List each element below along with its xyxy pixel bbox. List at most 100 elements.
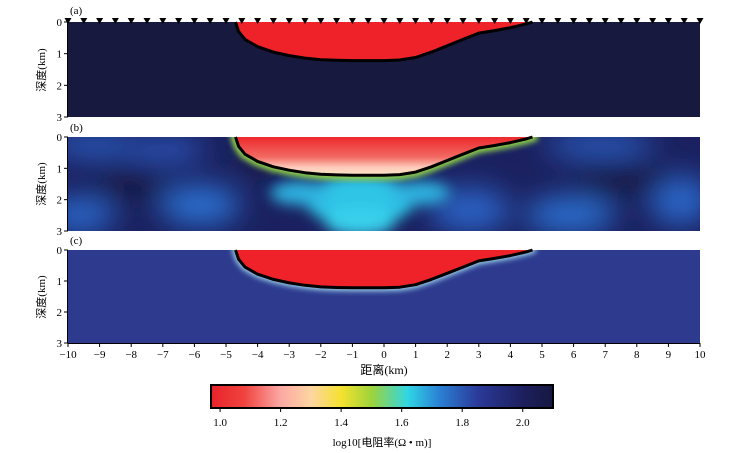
station-marker xyxy=(538,18,546,24)
station-marker xyxy=(380,18,388,24)
y-axes: 0 1 2 3 0 1 2 3 0 1 2 3 xyxy=(57,17,68,350)
x-tick-label: 2 xyxy=(444,349,450,361)
y-axis-label-c: 深度(km) xyxy=(34,275,48,319)
panel-c-label: (c) xyxy=(70,235,83,247)
station-marker xyxy=(443,18,451,24)
x-tick-label: 3 xyxy=(476,349,482,361)
y-tick-label: 1 xyxy=(57,163,63,175)
x-tick-label: 8 xyxy=(634,349,640,361)
station-marker xyxy=(127,18,135,24)
colorbar-tick-label: 1.0 xyxy=(213,417,227,429)
x-tick-label: −9 xyxy=(94,349,106,361)
x-axis-label: 距离(km) xyxy=(360,362,407,377)
colorbar-tick-label: 1.8 xyxy=(455,417,469,429)
station-marker xyxy=(412,18,420,24)
y-axis-label-b: 深度(km) xyxy=(34,162,48,206)
x-tick-label: −4 xyxy=(252,349,264,361)
panel-a-boundary xyxy=(234,20,533,63)
station-marker xyxy=(64,18,72,24)
station-marker xyxy=(348,18,356,24)
x-tick-label: 0 xyxy=(381,349,387,361)
station-marker xyxy=(364,18,372,24)
panel-a-label: (a) xyxy=(70,5,83,17)
x-tick-label: 9 xyxy=(666,349,672,361)
x-tick-label: 1 xyxy=(413,349,419,361)
panel-b-anomaly xyxy=(235,137,533,176)
y-tick-label: 2 xyxy=(57,307,63,319)
x-tick-label: −1 xyxy=(347,349,359,361)
panel-b-label: (b) xyxy=(70,122,83,134)
station-marker xyxy=(617,18,625,24)
y-tick-label: 2 xyxy=(57,80,63,92)
station-marker xyxy=(269,18,277,24)
station-marker xyxy=(238,18,246,24)
y-tick-label: 0 xyxy=(57,245,63,257)
panel-c-anomaly xyxy=(235,250,533,288)
station-marker xyxy=(649,18,657,24)
station-marker xyxy=(522,18,530,24)
colorbar-tick-label: 2.0 xyxy=(516,417,530,429)
x-tick-label: −2 xyxy=(315,349,327,361)
x-tick-label: −10 xyxy=(59,349,77,361)
panel-a: (a) xyxy=(64,5,704,117)
station-marker xyxy=(633,18,641,24)
station-marker xyxy=(585,18,593,24)
station-marker xyxy=(285,18,293,24)
colorbar-label: log10[电阻率(Ω • m)] xyxy=(333,435,432,449)
station-marker xyxy=(333,18,341,24)
station-marker xyxy=(190,18,198,24)
panel-b: (b) xyxy=(68,122,700,231)
x-tick-label: 5 xyxy=(539,349,545,361)
colorbar-bar xyxy=(210,384,554,409)
station-marker xyxy=(143,18,151,24)
station-marker xyxy=(206,18,214,24)
y-tick-label: 3 xyxy=(57,338,63,350)
y-axis-label-a: 深度(km) xyxy=(34,48,48,92)
station-marker xyxy=(111,18,119,24)
y-tick-label: 3 xyxy=(57,112,63,124)
station-marker xyxy=(222,18,230,24)
station-marker xyxy=(601,18,609,24)
y-tick-label: 3 xyxy=(57,226,63,238)
x-tick-label: 7 xyxy=(602,349,608,361)
x-tick-label: 4 xyxy=(508,349,514,361)
station-marker xyxy=(664,18,672,24)
station-marker xyxy=(427,18,435,24)
x-tick-label: −8 xyxy=(125,349,137,361)
panel-b-boundary xyxy=(234,135,533,177)
y-tick-label: 2 xyxy=(57,195,63,207)
colorbar-tick-label: 1.6 xyxy=(395,417,409,429)
x-tick-label: −3 xyxy=(283,349,295,361)
panel-c-boundary xyxy=(234,248,533,290)
panel-b-texture xyxy=(68,137,700,231)
station-markers xyxy=(64,18,704,24)
y-tick-label: 0 xyxy=(57,132,63,144)
station-marker xyxy=(159,18,167,24)
station-marker xyxy=(317,18,325,24)
x-tick-label: −7 xyxy=(157,349,169,361)
x-tick-label: 10 xyxy=(695,349,707,361)
station-marker xyxy=(696,18,704,24)
station-marker xyxy=(459,18,467,24)
panel-a-anomaly xyxy=(235,22,533,61)
station-marker xyxy=(254,18,262,24)
station-marker xyxy=(506,18,514,24)
x-axis: −10 −9 −8 −7 −6 −5 −4 −3 −2 −1 0 1 2 3 4 5 6 7 8 9 10 xyxy=(59,343,706,361)
station-marker xyxy=(554,18,562,24)
station-marker xyxy=(570,18,578,24)
station-marker xyxy=(80,18,88,24)
panel-c: (c) xyxy=(68,235,700,343)
station-marker xyxy=(475,18,483,24)
y-tick-label: 1 xyxy=(57,49,63,61)
y-tick-label: 0 xyxy=(57,17,63,29)
colorbar-ticks: 1.0 1.2 1.4 1.6 1.8 2.0 xyxy=(213,408,530,429)
x-tick-label: −5 xyxy=(220,349,232,361)
station-marker xyxy=(491,18,499,24)
y-tick-label: 1 xyxy=(57,276,63,288)
colorbar-tick-label: 1.2 xyxy=(274,417,288,429)
colorbar-tick-label: 1.4 xyxy=(334,417,348,429)
station-marker xyxy=(396,18,404,24)
station-marker xyxy=(175,18,183,24)
station-marker xyxy=(96,18,104,24)
